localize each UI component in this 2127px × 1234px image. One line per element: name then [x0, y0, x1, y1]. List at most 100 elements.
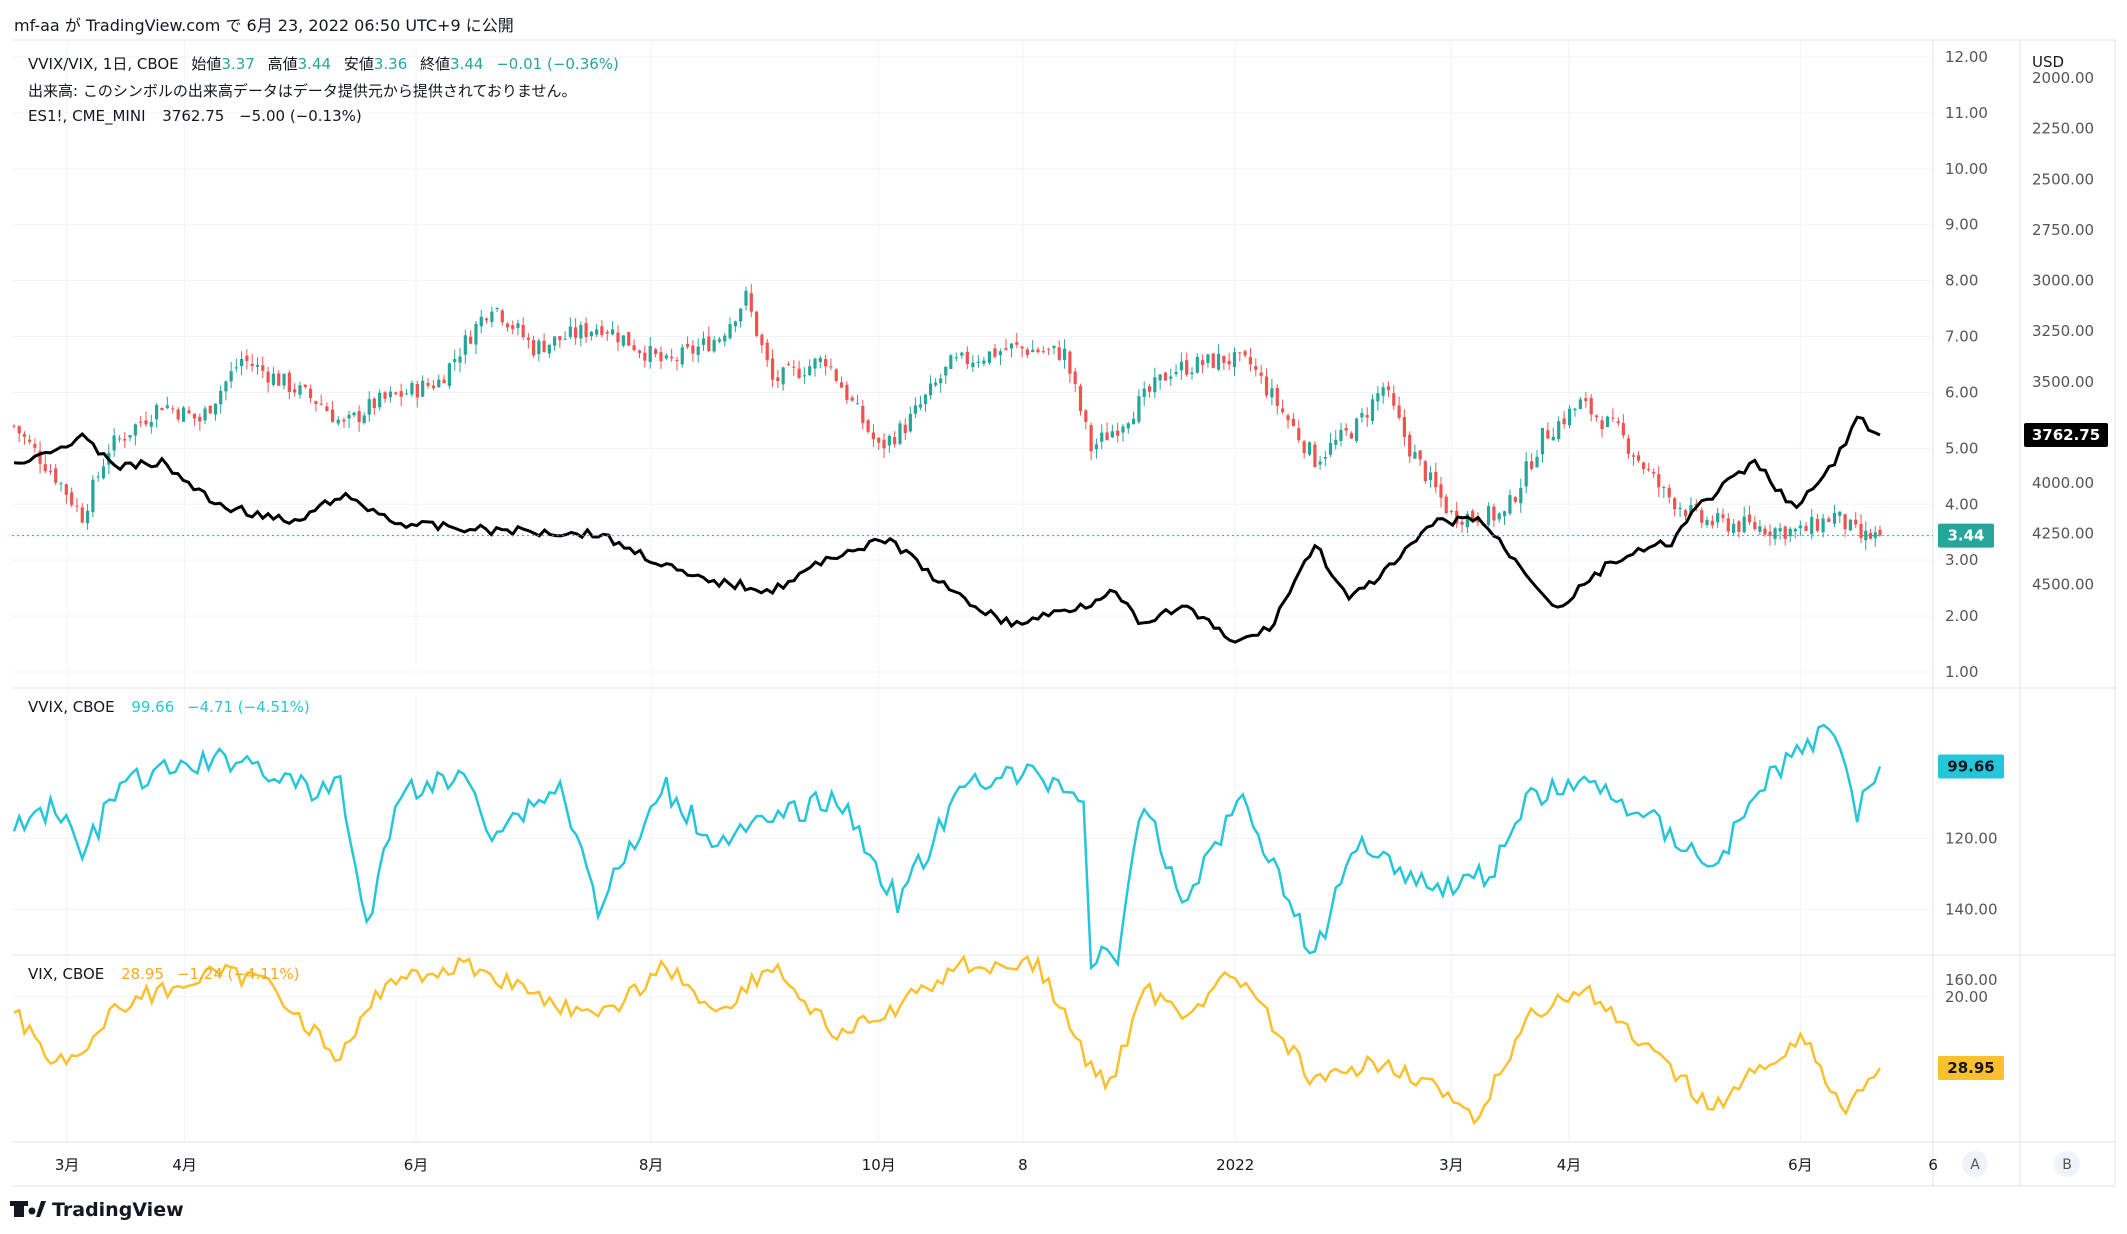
candle-body [1843, 514, 1847, 530]
candle-body [1179, 361, 1183, 371]
es-value: 3762.75 [162, 107, 225, 125]
candle-body [1015, 342, 1019, 345]
candle-body [723, 335, 727, 342]
candle-body [484, 318, 489, 321]
candle-body [250, 363, 254, 367]
auto-scale-button[interactable]: A [1962, 1151, 1988, 1177]
candle-body [1726, 518, 1730, 532]
candle-body [1626, 438, 1631, 454]
candle-body [685, 344, 690, 347]
candle-body [1578, 399, 1582, 410]
candle-body [1508, 495, 1512, 514]
vix-legend[interactable]: VIX, CBOE 28.95 −1.24 (−4.11%) [28, 965, 299, 983]
candle-body [1126, 423, 1130, 429]
candle-body [664, 355, 668, 359]
candle-body [1174, 371, 1178, 374]
vvix-legend[interactable]: VVIX, CBOE 99.66 −4.71 (−4.51%) [28, 698, 310, 716]
candle-body [1100, 432, 1104, 442]
candle-body [282, 373, 286, 386]
candle-body [1662, 487, 1666, 489]
candle-body [1286, 415, 1290, 421]
candle-body [1439, 484, 1443, 498]
candle-body [171, 408, 175, 410]
candle-body [404, 393, 409, 395]
candle-body [563, 338, 567, 340]
candle-body [574, 327, 578, 338]
candle-body [261, 365, 265, 371]
candle-body [993, 348, 997, 357]
candle-body [1486, 506, 1491, 525]
candle-body [1778, 528, 1782, 532]
candle-body [1275, 387, 1279, 406]
candle-body [944, 366, 948, 376]
candle-body [1147, 386, 1152, 392]
candle-body [1047, 348, 1051, 350]
candle-body [621, 335, 625, 346]
candle-body [877, 437, 881, 443]
main-legend[interactable]: VVIX/VIX, 1日, CBOE 始値3.37 高値3.44 安値3.36 … [28, 53, 619, 74]
candle-body [707, 336, 711, 352]
candle-body [939, 378, 943, 384]
candle-body [1864, 530, 1868, 541]
tradingview-logo-icon [10, 1201, 46, 1217]
candle-body [893, 437, 897, 445]
candle-body [144, 420, 148, 425]
candle-body [1513, 497, 1517, 502]
candle-body [1716, 513, 1720, 523]
candle-body [1428, 472, 1433, 481]
time-tick-label: 3月 [1439, 1156, 1464, 1174]
candle-body [1270, 388, 1274, 398]
candle-body [1546, 430, 1550, 439]
candle-body [1408, 434, 1412, 457]
candle-body [1434, 471, 1438, 488]
es-legend[interactable]: ES1!, CME_MINI 3762.75 −5.00 (−0.13%) [28, 107, 362, 125]
candle-body [1804, 525, 1808, 531]
candle-body [568, 326, 572, 337]
candle-body [1773, 528, 1777, 540]
candle-body [112, 435, 116, 451]
candle-body [1742, 516, 1746, 533]
candle-body [1307, 442, 1312, 455]
candle-body [1497, 513, 1501, 520]
candle-body [181, 407, 186, 422]
log-scale-label: B [2062, 1157, 2072, 1173]
candle-body [303, 384, 307, 387]
candle-body [479, 316, 483, 327]
candle-body [453, 359, 457, 363]
candle-body [336, 419, 340, 424]
candle-body [643, 352, 647, 361]
candle-body [547, 344, 551, 354]
candle-body [505, 323, 510, 328]
candle-body [1848, 519, 1853, 531]
candle-body [949, 355, 953, 369]
candle-body [1025, 349, 1030, 355]
candle-body [234, 367, 238, 369]
vvix-tick-label: 160.00 [1945, 971, 1998, 989]
candle-body [792, 366, 796, 368]
candle-body [80, 507, 84, 523]
auto-scale-label: A [1970, 1157, 1980, 1173]
candle-body [38, 450, 42, 464]
candle-body [1652, 471, 1656, 474]
candle-body [1163, 372, 1168, 381]
open-value: 3.37 [221, 55, 255, 73]
candle-body [871, 432, 876, 440]
vvix-value: 99.66 [131, 698, 175, 716]
candle-body [1302, 441, 1306, 454]
candle-body [421, 380, 425, 397]
candle-body [861, 405, 865, 424]
candle-body [1355, 418, 1359, 441]
candle-body [918, 404, 923, 408]
es-tick-label: 2000.00 [2032, 69, 2094, 87]
candle-body [1185, 360, 1189, 375]
candle-body [325, 406, 329, 412]
candle-body [1243, 351, 1247, 356]
candle-body [352, 412, 356, 416]
log-scale-button[interactable]: B [2054, 1151, 2080, 1177]
time-tick-label: 8 [1018, 1156, 1028, 1174]
candle-body [1535, 456, 1539, 467]
vvix-change: −4.71 (−4.51%) [187, 698, 310, 716]
candle-body [1616, 421, 1620, 424]
vix-tick-label: 20.00 [1945, 988, 1988, 1006]
